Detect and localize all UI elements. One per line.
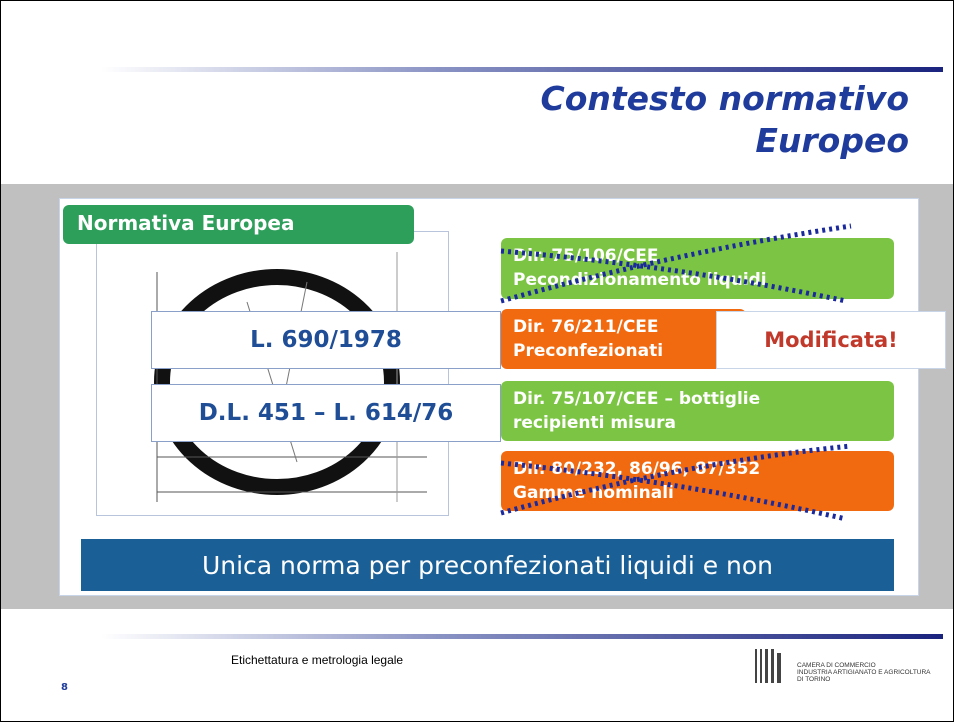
text-line: Preconfezionati: [513, 341, 664, 361]
top-rule: [101, 67, 943, 72]
text-line: Dir. 75/107/CEE – bottiglie: [513, 389, 761, 409]
text-line: recipienti misura: [513, 413, 676, 433]
directive: Dir. 80/232, 86/96, 87/352 Gamme nominali: [501, 451, 894, 511]
text-line: INDUSTRIA ARTIGIANATO E AGRICOLTURA: [797, 669, 931, 676]
text-line: Dir. 80/232, 86/96, 87/352: [513, 459, 761, 479]
text-line: Gamme nominali: [513, 483, 674, 503]
section-label: Normativa Europea: [63, 205, 414, 244]
text-line: DI TORINO: [797, 676, 831, 683]
note: Modificata!: [716, 311, 946, 369]
bottom-rule: [101, 634, 943, 639]
page-number: 8: [61, 682, 68, 693]
banner: Unica norma per preconfezionati liquidi …: [81, 539, 894, 591]
national-law: D.L. 451 – L. 614/76: [151, 384, 501, 442]
national-law: L. 690/1978: [151, 311, 501, 369]
directive: Dir. 75/107/CEE – bottiglie recipienti mi…: [501, 381, 894, 441]
directive: Dir. 76/211/CEE Preconfezionati: [501, 309, 746, 369]
text-line: CAMERA DI COMMERCIO: [797, 662, 876, 669]
title-line: Contesto normativo: [540, 79, 909, 118]
text-line: Dir. 76/211/CEE: [513, 317, 659, 337]
drawing-frame: [96, 231, 449, 516]
directive: Dir. 75/106/CEE Pecondizionamento liquidi: [501, 238, 894, 299]
text-line: Dir. 75/106/CEE: [513, 246, 659, 266]
logo-text: CAMERA DI COMMERCIO INDUSTRIA ARTIGIANATO…: [797, 662, 931, 683]
title-line: Europeo: [755, 121, 909, 160]
footer-text: Etichettatura e metrologia legale: [231, 653, 404, 667]
logo-icon: [755, 649, 781, 683]
